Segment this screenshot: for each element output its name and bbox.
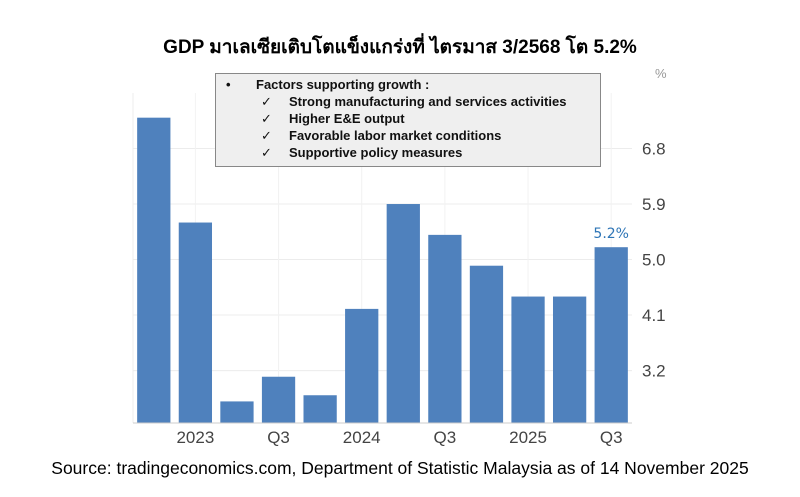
bar-2024-Q2 bbox=[386, 204, 420, 423]
check-icon: ✓ bbox=[261, 111, 272, 126]
unit-label: % bbox=[655, 66, 667, 81]
item-text: Supportive policy measures bbox=[289, 145, 463, 160]
heading-text: Factors supporting growth : bbox=[256, 77, 430, 92]
check-icon: ✓ bbox=[261, 128, 272, 143]
annotation-item: ✓ Strong manufacturing and services activ… bbox=[261, 94, 566, 109]
annotation-box: • Factors supporting growth : ✓ Strong man… bbox=[215, 73, 601, 167]
item-text: Strong manufacturing and services activi… bbox=[289, 94, 567, 109]
y-tick-label: 5.0 bbox=[642, 251, 666, 270]
bar-2025-Q3 bbox=[594, 247, 628, 423]
item-text: Higher E&E output bbox=[289, 111, 405, 126]
bar-2025-Q2 bbox=[552, 296, 587, 423]
bar-2023-Q1 bbox=[178, 222, 213, 423]
y-tick-label: 6.8 bbox=[642, 140, 666, 159]
bar-2024-Q1 bbox=[345, 308, 379, 423]
annotation-item: ✓ Higher E&E output bbox=[261, 111, 405, 126]
data-label: 5.2% bbox=[593, 226, 629, 242]
item-text: Favorable labor market conditions bbox=[289, 128, 502, 143]
x-tick-label: Q3 bbox=[434, 428, 457, 447]
annotation-item: ✓ Favorable labor market conditions bbox=[261, 128, 501, 143]
source-note: Source: tradingeconomics.com, Department… bbox=[51, 458, 749, 478]
x-tick-label: 2024 bbox=[343, 428, 381, 447]
annotation-heading: • Factors supporting growth : bbox=[226, 77, 429, 92]
y-tick-label: 4.1 bbox=[642, 306, 666, 325]
x-tick-label: Q3 bbox=[600, 428, 623, 447]
chart-title: GDP มาเลเซียเติบโตแข็งแกร่งที่ ไตรมาส 3/… bbox=[163, 37, 637, 58]
x-tick-label: 2023 bbox=[176, 428, 214, 447]
bar-2023-Q2 bbox=[220, 401, 254, 423]
bar-2024-Q4 bbox=[469, 265, 504, 423]
x-tick-label: Q3 bbox=[267, 428, 290, 447]
check-icon: ✓ bbox=[261, 145, 272, 160]
x-tick-label: 2025 bbox=[509, 428, 547, 447]
bullet-icon: • bbox=[226, 77, 231, 92]
y-tick-label: 3.2 bbox=[642, 362, 666, 381]
bar-2023-Q4 bbox=[303, 395, 337, 423]
bar-2022-Q4 bbox=[137, 117, 171, 423]
bar-2023-Q3 bbox=[261, 376, 296, 423]
y-tick-label: 5.9 bbox=[642, 195, 666, 214]
bar-2025-Q1 bbox=[511, 296, 545, 423]
annotation-item: ✓ Supportive policy measures bbox=[261, 145, 462, 160]
check-icon: ✓ bbox=[261, 94, 272, 109]
bar-2024-Q3 bbox=[428, 234, 462, 423]
